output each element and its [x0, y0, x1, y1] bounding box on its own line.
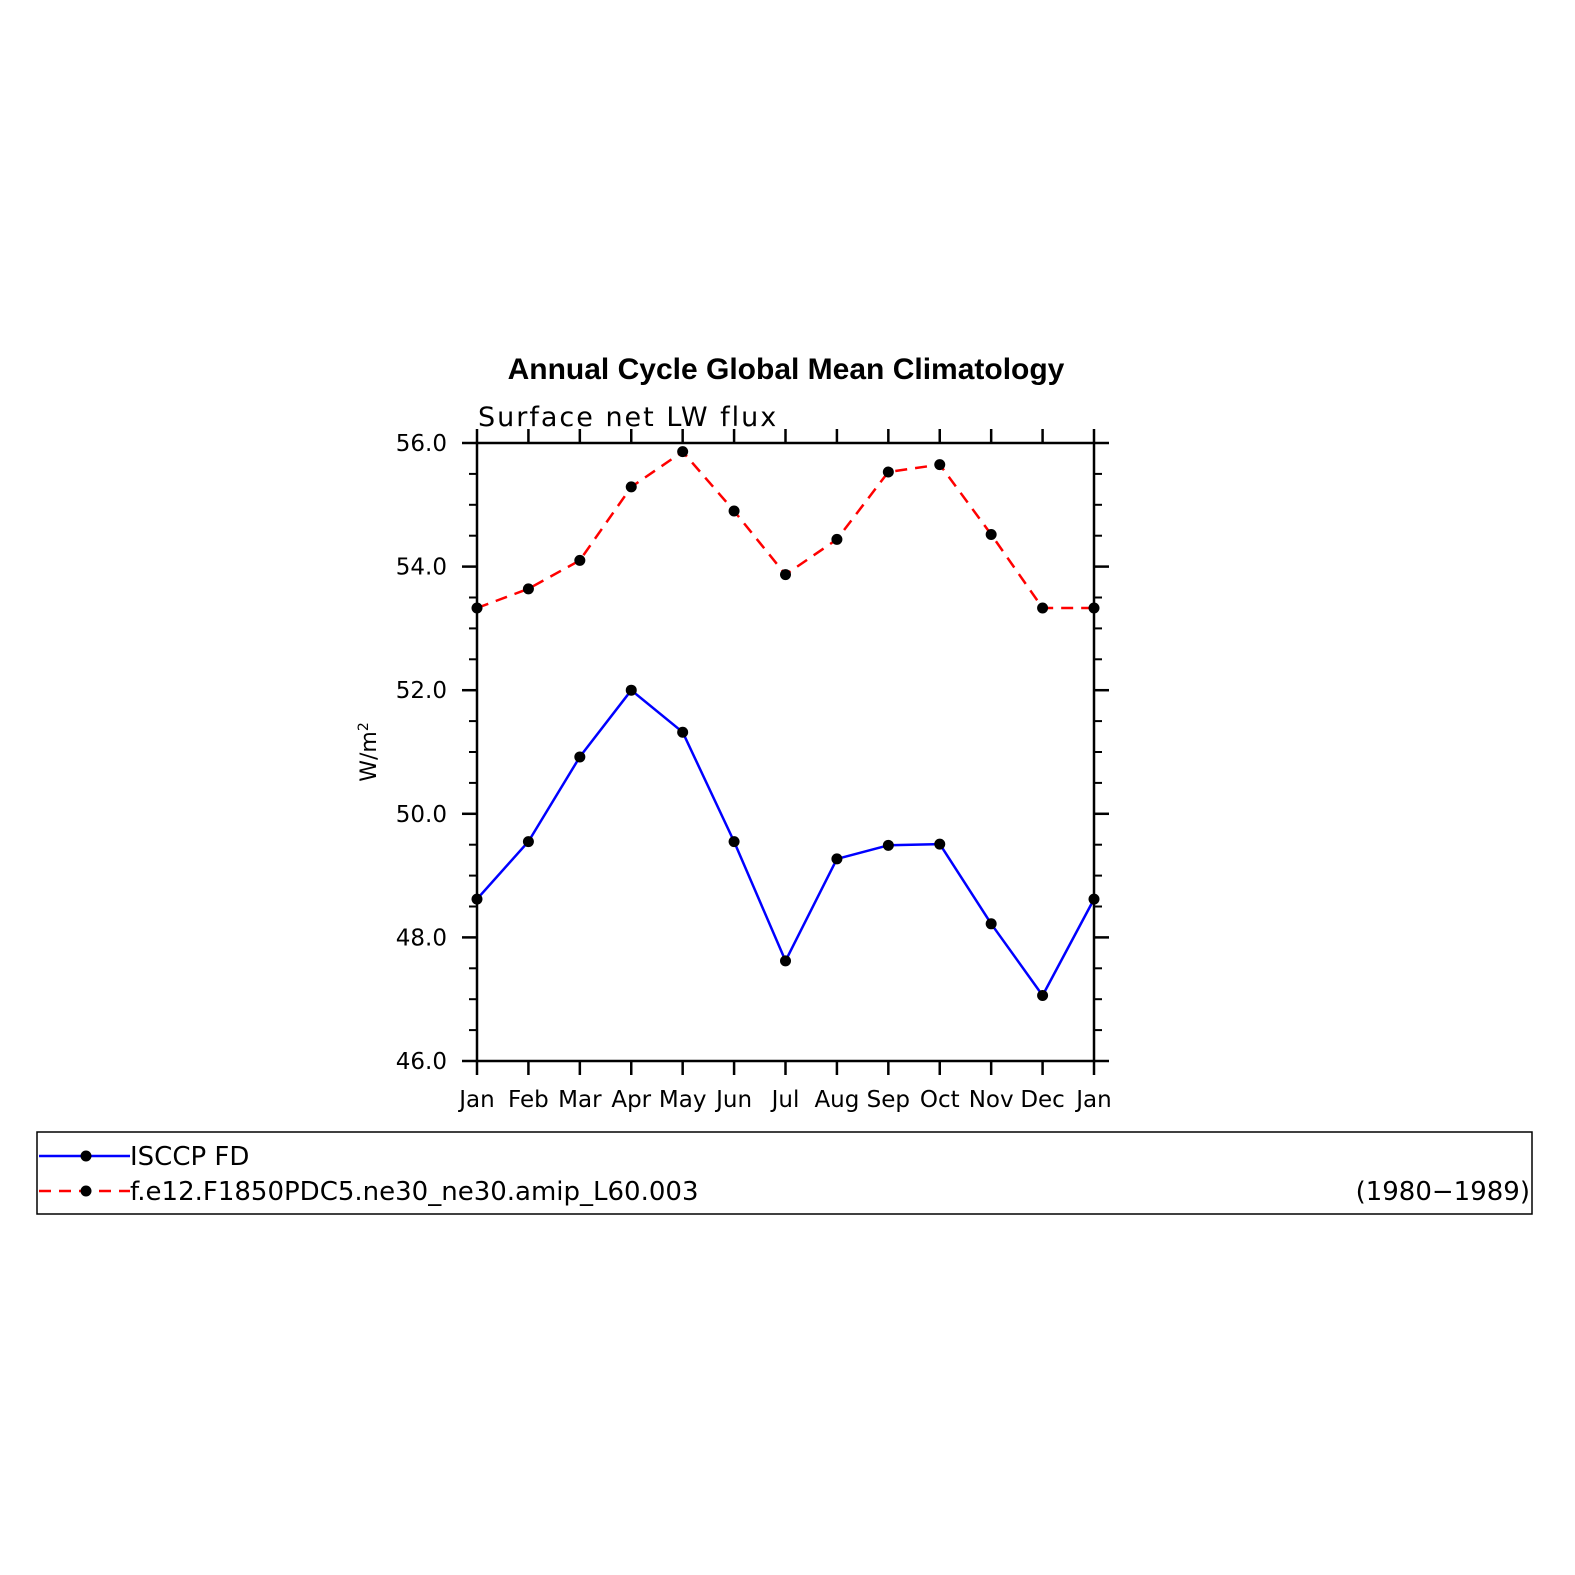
data-point-0	[1088, 893, 1100, 905]
data-point-1	[934, 459, 946, 471]
legend-box	[36, 1131, 1533, 1215]
y-tick-label: 48.0	[396, 925, 447, 951]
data-point-1	[882, 466, 894, 478]
x-tick-label: May	[659, 1087, 707, 1113]
legend-marker-isccp	[80, 1150, 92, 1162]
y-tick-label: 52.0	[396, 678, 447, 704]
data-point-1	[1088, 602, 1100, 614]
legend: ISCCP FD f.e12.F1850PDC5.ne30_ne30.amip_…	[36, 1131, 1533, 1215]
legend-label-model: f.e12.F1850PDC5.ne30_ne30.amip_L60.003	[130, 1177, 698, 1207]
x-tick-label: Mar	[558, 1087, 602, 1113]
chart-title: Annual Cycle Global Mean Climatology	[508, 353, 1065, 386]
axes: Jan Feb Mar Apr May Jun Jul Aug Sep Oct Nov Dec Jan 4…	[396, 429, 1112, 1113]
data-point-1	[677, 446, 689, 458]
y-axis-label: W/m2	[356, 722, 382, 782]
x-tick-label: Dec	[1020, 1087, 1065, 1113]
data-point-0	[728, 836, 740, 848]
series-layer	[471, 446, 1100, 1001]
chart-subtitle: Surface net LW flux	[478, 402, 778, 433]
data-point-1	[471, 602, 483, 614]
data-point-1	[728, 505, 740, 517]
data-point-0	[780, 955, 791, 967]
x-tick-label: Sep	[867, 1087, 910, 1113]
data-point-1	[574, 554, 586, 566]
x-tick-label: Feb	[508, 1087, 549, 1113]
data-point-0	[985, 918, 997, 930]
legend-period: (1980−1989)	[1356, 1177, 1530, 1207]
x-tick-label: Oct	[920, 1087, 960, 1113]
data-point-1	[522, 583, 534, 595]
x-tick-label: Jan	[1074, 1087, 1111, 1113]
data-point-0	[934, 838, 946, 850]
x-tick-label: Jun	[714, 1087, 752, 1113]
x-tick-label: Nov	[969, 1087, 1014, 1113]
y-axis-label-base: W/m	[357, 731, 382, 782]
data-point-1	[831, 533, 843, 545]
y-tick-label: 56.0	[396, 431, 447, 457]
y-tick-label: 50.0	[396, 802, 447, 828]
x-tick-label: Jan	[457, 1087, 494, 1113]
series-line-1	[476, 450, 1094, 610]
x-tick-label: Aug	[814, 1087, 859, 1113]
data-point-0	[831, 853, 843, 865]
data-point-0	[1037, 989, 1049, 1001]
y-tick-label: 46.0	[396, 1049, 447, 1075]
plot-frame	[475, 441, 1096, 1063]
legend-marker-model	[80, 1185, 92, 1197]
legend-label-isccp: ISCCP FD	[130, 1142, 249, 1172]
data-point-0	[471, 893, 483, 905]
data-point-1	[985, 528, 997, 540]
x-tick-label: Jul	[770, 1087, 800, 1113]
data-point-0	[574, 751, 586, 763]
data-point-1	[780, 569, 791, 581]
data-point-1	[1037, 602, 1049, 614]
series-line-0	[476, 688, 1096, 997]
y-tick-label: 54.0	[396, 555, 447, 581]
data-point-0	[522, 836, 534, 848]
data-point-0	[882, 839, 894, 851]
x-tick-label: Apr	[611, 1087, 651, 1113]
y-axis-label-superscript: 2	[356, 722, 372, 731]
data-point-0	[677, 726, 689, 738]
data-point-0	[625, 684, 637, 696]
data-point-1	[625, 481, 637, 493]
